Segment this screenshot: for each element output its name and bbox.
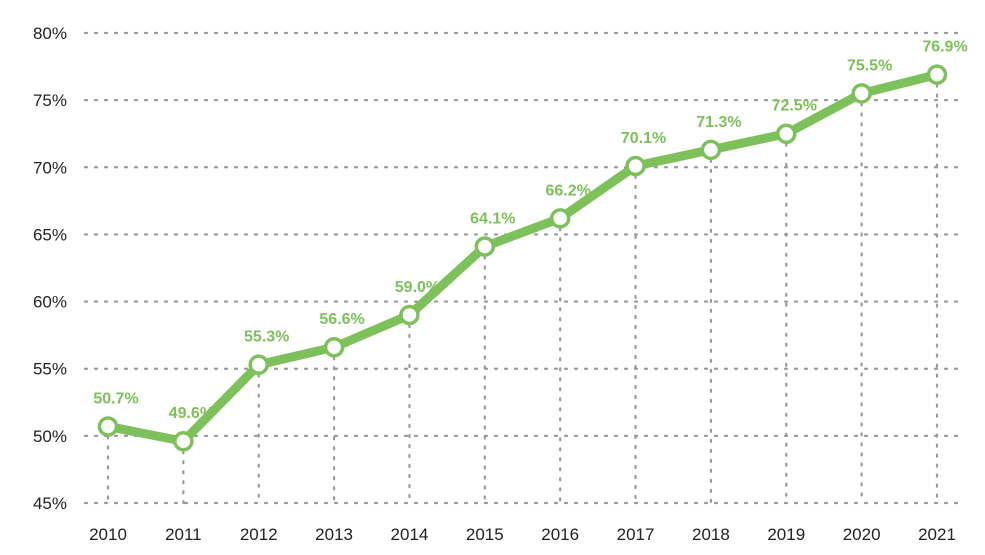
data-label: 59.0% (395, 279, 440, 296)
data-label: 66.2% (545, 182, 590, 199)
x-tick-label: 2011 (165, 525, 202, 544)
y-tick-label: 80% (33, 24, 67, 43)
x-tick-label: 2020 (843, 525, 881, 544)
x-axis-ticks: 2010 2011 2012 2013 2014 2015 2016 2017 2018 2019… (89, 525, 956, 544)
data-label: 72.5% (772, 98, 817, 115)
series-line (103, 70, 942, 446)
data-point (399, 304, 420, 326)
data-label: 49.6% (169, 405, 214, 422)
y-tick-label: 70% (33, 158, 67, 177)
series-polyline (103, 70, 942, 446)
data-point (248, 354, 269, 375)
y-tick-label: 45% (33, 494, 67, 513)
data-point (549, 208, 571, 229)
y-tick-label: 55% (33, 360, 67, 379)
data-label: 64.1% (470, 211, 515, 228)
y-tick-label: 50% (33, 427, 67, 446)
data-point (851, 83, 872, 104)
data-point (173, 430, 194, 452)
data-label: 50.7% (93, 390, 138, 407)
y-tick-label: 60% (33, 293, 67, 312)
x-tick-label: 2018 (692, 525, 730, 544)
grid (83, 31, 967, 505)
data-point (474, 236, 496, 257)
x-tick-label: 2013 (315, 525, 353, 544)
x-tick-label: 2014 (391, 525, 429, 544)
x-tick-label: 2016 (541, 525, 579, 544)
data-label: 76.9% (922, 39, 967, 56)
y-tick-label: 75% (33, 91, 67, 110)
x-tick-label: 2021 (918, 525, 956, 544)
x-tick-label: 2015 (466, 525, 504, 544)
data-points (97, 64, 948, 452)
data-point (625, 155, 646, 177)
data-point (97, 416, 119, 437)
data-label: 71.3% (696, 114, 741, 131)
x-tick-label: 2017 (617, 525, 655, 544)
x-tick-label: 2012 (240, 525, 278, 544)
data-point (926, 64, 948, 85)
data-label: 55.3% (244, 329, 289, 346)
data-label: 75.5% (847, 57, 892, 74)
data-label: 70.1% (621, 130, 666, 147)
y-tick-label: 65% (33, 225, 67, 244)
x-tick-label: 2010 (89, 525, 127, 544)
data-label: 56.6% (319, 311, 364, 328)
data-point (700, 139, 722, 161)
data-point (323, 336, 345, 358)
data-labels: 50.7% 49.6% 55.3% 56.6% 59.0% 64.1% 66.2% 70.1%… (93, 39, 967, 423)
x-tick-label: 2019 (767, 525, 805, 544)
data-point (776, 123, 797, 144)
y-axis-ticks: 45% 50% 55% 60% 65% 70% 75% 80% (33, 24, 67, 513)
